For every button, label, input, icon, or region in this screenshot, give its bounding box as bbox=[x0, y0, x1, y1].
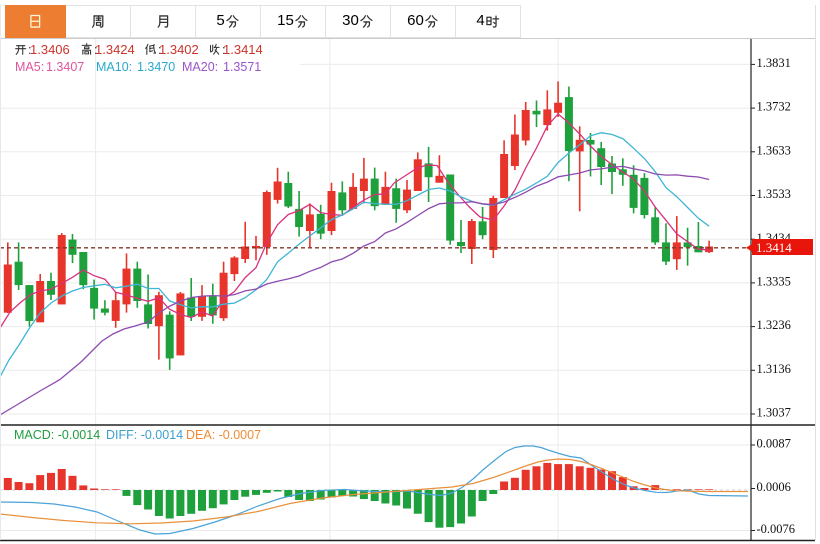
svg-text:0.0087: 0.0087 bbox=[757, 437, 791, 451]
svg-text:1.3633: 1.3633 bbox=[757, 143, 791, 157]
svg-text:0.0006: 0.0006 bbox=[757, 480, 791, 494]
svg-text:1.3335: 1.3335 bbox=[757, 275, 791, 289]
svg-text:1.3732: 1.3732 bbox=[757, 100, 791, 114]
svg-text:1.3136: 1.3136 bbox=[757, 362, 791, 376]
svg-text:1.3236: 1.3236 bbox=[757, 318, 791, 332]
svg-text:1.3831: 1.3831 bbox=[757, 56, 791, 70]
svg-text:1.3037: 1.3037 bbox=[757, 406, 791, 420]
svg-text:1.3414: 1.3414 bbox=[756, 240, 792, 255]
svg-text:-0.0076: -0.0076 bbox=[757, 522, 796, 536]
svg-text:1.3533: 1.3533 bbox=[757, 187, 791, 201]
